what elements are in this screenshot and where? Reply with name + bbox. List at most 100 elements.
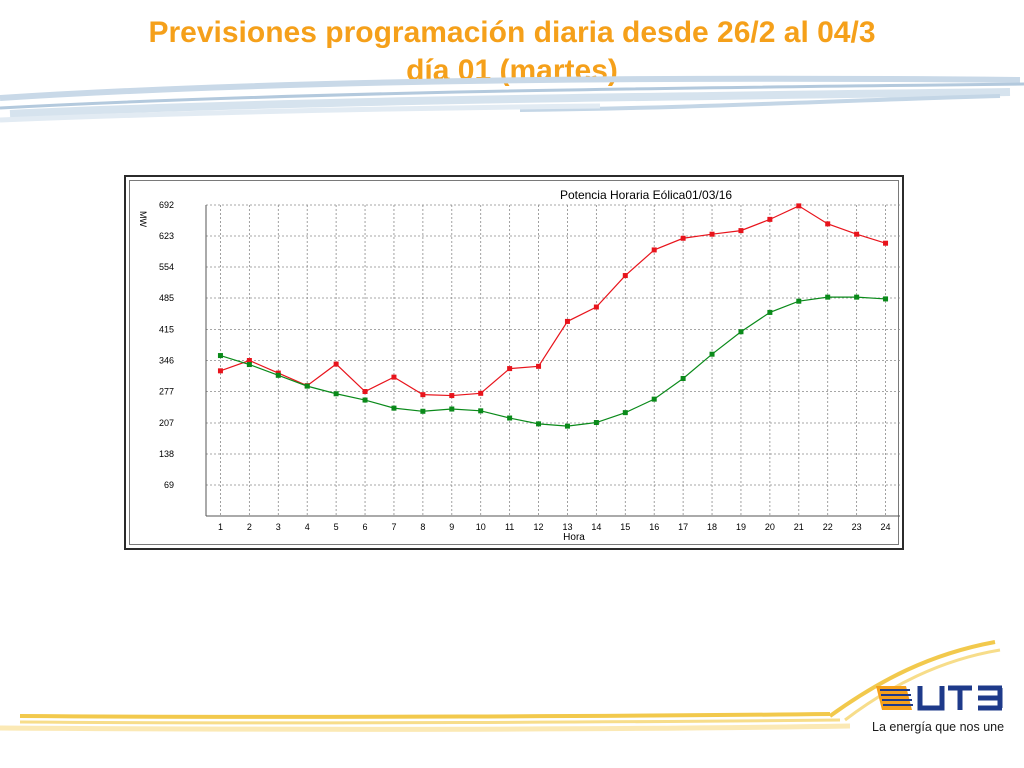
decorative-swoosh-bottom [0,640,1001,732]
x-tick-label: 6 [363,522,368,532]
data-point-green [680,375,686,381]
x-tick-label: 15 [620,522,630,532]
data-point-green [246,362,252,368]
data-point-red [449,393,455,399]
data-point-red [391,374,397,380]
ute-logo-mark [876,685,1003,711]
data-point-green [275,372,281,378]
data-point-red [622,273,628,279]
data-point-green [333,391,339,397]
x-tick-label: 14 [591,522,601,532]
data-point-green [593,420,599,426]
x-tick-label: 16 [649,522,659,532]
y-tick-label: 207 [159,418,174,428]
ute-logo-letters [917,685,1003,711]
x-tick-label: 10 [476,522,486,532]
chart-frame: 69 138 207 277 346 415 485 554 623 692 1 2 3 4 5 6 7 8 9 10… [124,175,904,550]
data-point-red [767,216,773,222]
data-point-green [883,296,889,302]
x-tick-label: 22 [823,522,833,532]
chart-grid [206,204,900,516]
y-tick-label: 623 [159,231,174,241]
data-point-red [593,304,599,310]
data-point-green [449,406,455,412]
ute-logo: La energía que nos une [872,680,1012,740]
data-point-green [362,397,368,403]
x-tick-label: 1 [218,522,223,532]
x-tick-label: 8 [420,522,425,532]
data-point-red [680,235,686,241]
y-tick-label: 554 [159,262,174,272]
y-tick-label: 485 [159,293,174,303]
data-point-red [883,240,889,246]
data-point-red [507,366,513,372]
data-point-green [854,294,860,300]
data-point-red [362,389,368,395]
x-tick-label: 23 [852,522,862,532]
data-point-red [709,231,715,237]
data-point-green [796,298,802,304]
data-point-green [622,410,628,416]
x-tick-label: 24 [881,522,891,532]
x-tick-label: 2 [247,522,252,532]
data-point-red [420,392,426,398]
x-tick-label: 19 [736,522,746,532]
data-point-red [651,247,657,253]
series-line-green [220,296,886,427]
chart-series [217,203,889,429]
chart-x-axis-label: Hora [563,532,585,543]
x-tick-label: 7 [391,522,396,532]
data-point-red [246,358,252,363]
x-tick-label: 13 [562,522,572,532]
data-point-green [709,351,715,357]
data-point-red [333,361,339,367]
x-tick-label: 11 [505,522,514,532]
data-point-green [420,408,426,414]
y-tick-label: 346 [159,356,174,366]
x-tick-label: 20 [765,522,775,532]
data-point-green [217,353,223,359]
data-point-red [564,318,570,324]
data-point-green [738,329,744,335]
x-tick-label: 5 [334,522,339,532]
ute-logo-stripes [876,686,913,710]
data-point-green [564,423,570,429]
x-tick-label: 17 [678,522,688,532]
y-tick-label: 277 [159,387,174,397]
series-line-red [220,205,886,397]
data-point-green [391,405,397,411]
chart-inner-border [129,180,899,545]
data-point-red [854,231,860,237]
x-tick-label: 12 [534,522,544,532]
data-point-red [536,363,542,369]
chart-title: Potencia Horaria Eólica01/03/16 [560,188,732,202]
y-tick-label: 69 [164,480,174,490]
data-point-green [825,294,831,300]
data-point-red [217,368,223,374]
slide-title: Previsiones programación diaria desde 26… [0,14,1024,90]
data-point-green [507,415,513,421]
ute-tagline: La energía que nos une [872,720,1005,734]
data-point-red [738,228,744,234]
data-point-red [825,221,831,227]
data-point-red [796,203,802,209]
data-point-green [767,309,773,315]
data-point-red [478,390,484,396]
x-tick-label: 21 [794,522,804,532]
x-tick-label: 18 [707,522,717,532]
data-point-green [536,421,542,427]
y-tick-label: 415 [159,324,174,334]
data-point-green [651,396,657,402]
x-tick-label: 4 [305,522,310,532]
x-tick-label: 9 [449,522,454,532]
slide-title-line-1: Previsiones programación diaria desde 26… [148,16,876,49]
y-tick-label: 692 [159,200,174,210]
chart-y-axis-label: MW [138,211,148,227]
y-tick-label: 138 [159,449,174,459]
data-point-green [478,408,484,414]
data-point-green [304,383,310,389]
decorative-swoosh-top [0,75,1024,123]
x-tick-label: 3 [276,522,281,532]
